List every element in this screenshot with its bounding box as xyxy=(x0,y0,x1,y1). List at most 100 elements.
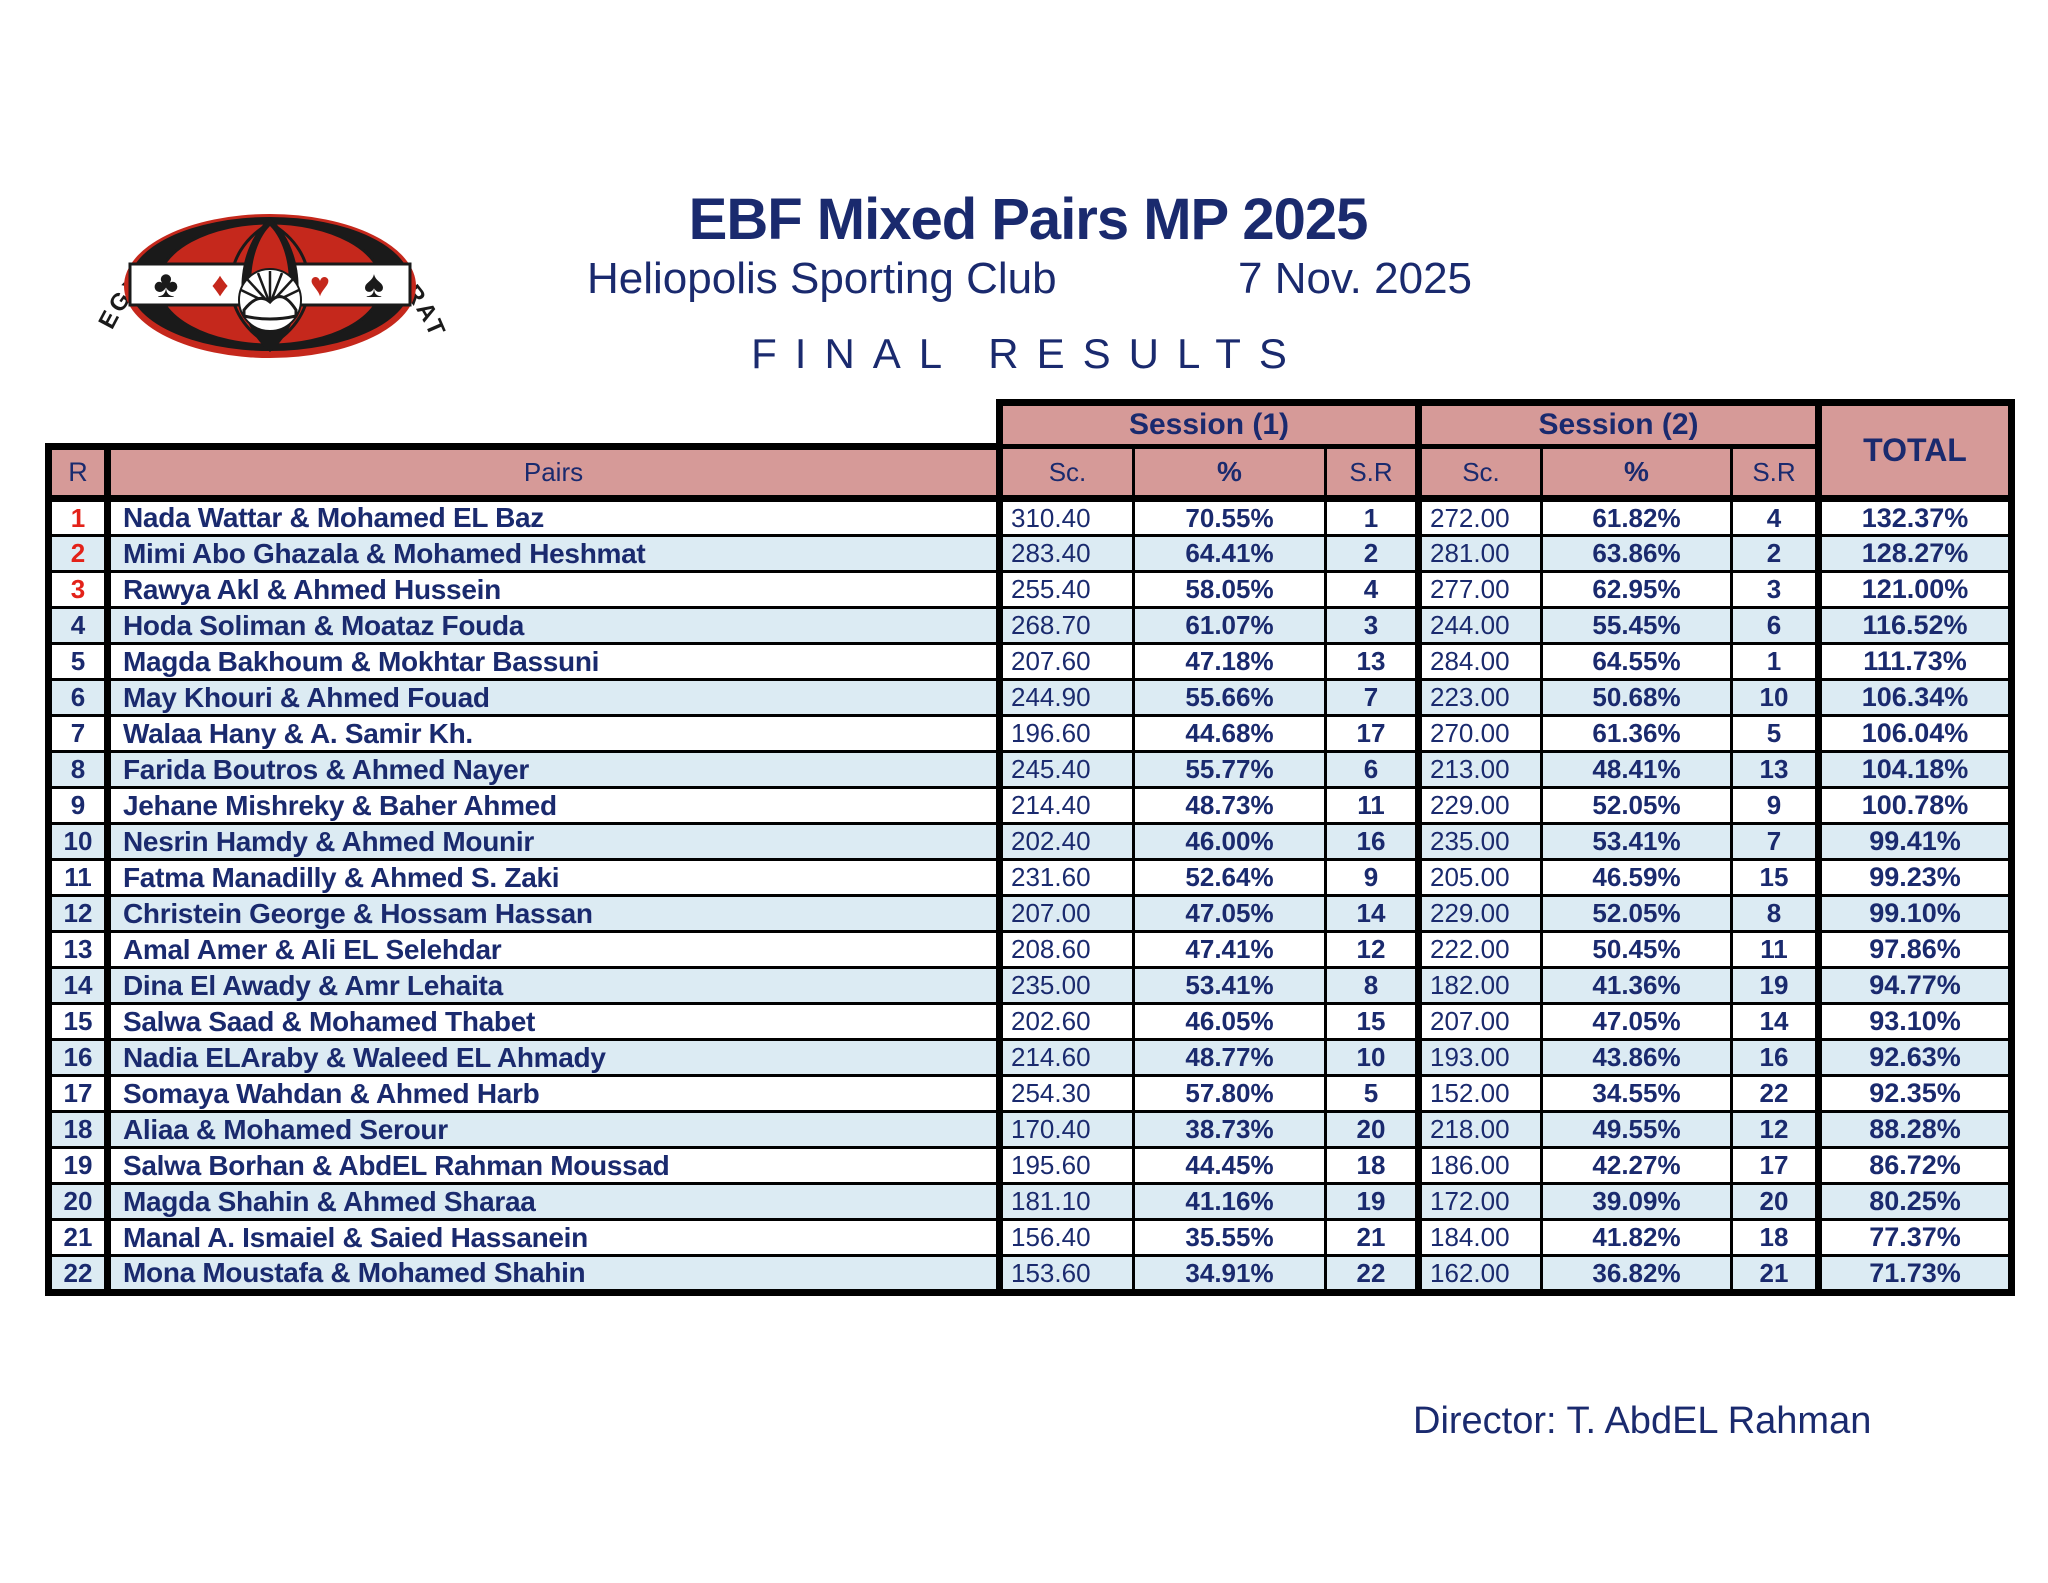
s2-score-cell: 284.00 xyxy=(1418,642,1543,680)
total-cell: 99.41% xyxy=(1818,822,2015,860)
table-row: 5 Magda Bakhoum & Mokhtar Bassuni 207.60… xyxy=(45,642,2015,680)
rank-cell: 17 xyxy=(45,1074,111,1112)
s1-score-cell: 231.60 xyxy=(999,858,1135,896)
s1-sessionrank-cell: 16 xyxy=(1325,822,1422,860)
s1-percent-cell: 47.41% xyxy=(1133,930,1327,968)
s1-sessionrank-cell: 6 xyxy=(1325,750,1422,788)
s2-sessionrank-cell: 10 xyxy=(1731,678,1822,716)
s2-score-cell: 270.00 xyxy=(1418,714,1543,752)
s1-sessionrank-cell: 8 xyxy=(1325,966,1422,1004)
s1-score-cell: 181.10 xyxy=(999,1182,1135,1220)
s2-sessionrank-cell: 18 xyxy=(1731,1218,1822,1256)
rank-cell: 3 xyxy=(45,570,111,608)
s2-score-cell: 172.00 xyxy=(1418,1182,1543,1220)
s1-sessionrank-cell: 10 xyxy=(1325,1038,1422,1076)
s2-sessionrank-cell: 22 xyxy=(1731,1074,1822,1112)
s1-sessionrank-cell: 19 xyxy=(1325,1182,1422,1220)
pair-cell: Nadia ELAraby & Waleed EL Ahmady xyxy=(107,1038,1003,1076)
s1-sessionrank-cell: 12 xyxy=(1325,930,1422,968)
table-row: 21 Manal A. Ismaiel & Saied Hassanein 15… xyxy=(45,1218,2015,1256)
pair-cell: Rawya Akl & Ahmed Hussein xyxy=(107,570,1003,608)
total-cell: 86.72% xyxy=(1818,1146,2015,1184)
pairs-header: Pairs xyxy=(107,443,1003,502)
total-cell: 100.78% xyxy=(1818,786,2015,824)
total-cell: 116.52% xyxy=(1818,606,2015,644)
rank-cell: 9 xyxy=(45,786,111,824)
total-cell: 93.10% xyxy=(1818,1002,2015,1040)
event-date: 7 Nov. 2025 xyxy=(1238,254,1473,303)
total-cell: 106.04% xyxy=(1818,714,2015,752)
s2-percent-cell: 50.45% xyxy=(1541,930,1733,968)
s1-percent-cell: 55.77% xyxy=(1133,750,1327,788)
table-row: 18 Aliaa & Mohamed Serour 170.40 38.73% … xyxy=(45,1110,2015,1148)
total-cell: 92.63% xyxy=(1818,1038,2015,1076)
total-cell: 71.73% xyxy=(1818,1254,2015,1296)
total-cell: 99.10% xyxy=(1818,894,2015,932)
s2-score-cell: 222.00 xyxy=(1418,930,1543,968)
s1-percent-cell: 46.00% xyxy=(1133,822,1327,860)
s2-score-cell: 229.00 xyxy=(1418,894,1543,932)
rank-cell: 15 xyxy=(45,1002,111,1040)
s1-sessionrank-cell: 21 xyxy=(1325,1218,1422,1256)
s1-score-cell: 244.90 xyxy=(999,678,1135,716)
total-cell: 88.28% xyxy=(1818,1110,2015,1148)
s1-percent-cell: 58.05% xyxy=(1133,570,1327,608)
s2-sessionrank-cell: 1 xyxy=(1731,642,1822,680)
rank-cell: 20 xyxy=(45,1182,111,1220)
s1-percent-cell: 46.05% xyxy=(1133,1002,1327,1040)
heart-suit-icon: ♥ xyxy=(310,266,330,304)
s1-score-cell: 207.60 xyxy=(999,642,1135,680)
s2-percent-cell: 34.55% xyxy=(1541,1074,1733,1112)
s2-score-cell: 205.00 xyxy=(1418,858,1543,896)
pair-cell: Nada Wattar & Mohamed EL Baz xyxy=(107,495,1003,536)
s1-score-cell: 310.40 xyxy=(999,495,1135,536)
s1-sessionrank-cell: 9 xyxy=(1325,858,1422,896)
s1-percent-cell: 57.80% xyxy=(1133,1074,1327,1112)
pair-cell: Salwa Saad & Mohamed Thabet xyxy=(107,1002,1003,1040)
table-row: 11 Fatma Manadilly & Ahmed S. Zaki 231.6… xyxy=(45,858,2015,896)
s1-percent-header: % xyxy=(1133,446,1327,502)
table-row: 3 Rawya Akl & Ahmed Hussein 255.40 58.05… xyxy=(45,570,2015,608)
s1-score-cell: 202.40 xyxy=(999,822,1135,860)
s2-score-cell: 229.00 xyxy=(1418,786,1543,824)
s2-sessionrank-cell: 4 xyxy=(1731,495,1822,536)
s2-sessionrank-cell: 21 xyxy=(1731,1254,1822,1296)
pair-cell: Salwa Borhan & AbdEL Rahman Moussad xyxy=(107,1146,1003,1184)
s2-sessionrank-cell: 14 xyxy=(1731,1002,1822,1040)
s1-sessionrank-cell: 17 xyxy=(1325,714,1422,752)
pair-cell: Mimi Abo Ghazala & Mohamed Heshmat xyxy=(107,534,1003,572)
s2-sessionrank-cell: 11 xyxy=(1731,930,1822,968)
total-cell: 132.37% xyxy=(1818,495,2015,536)
s1-percent-cell: 55.66% xyxy=(1133,678,1327,716)
s2-score-cell: 244.00 xyxy=(1418,606,1543,644)
total-cell: 97.86% xyxy=(1818,930,2015,968)
logo-sunburst xyxy=(238,268,302,332)
rank-cell: 10 xyxy=(45,822,111,860)
total-cell: 121.00% xyxy=(1818,570,2015,608)
session1-header: Session (1) xyxy=(996,399,1422,449)
s1-score-cell: 268.70 xyxy=(999,606,1135,644)
s2-sessionrank-cell: 8 xyxy=(1731,894,1822,932)
s1-sessionrank-cell: 20 xyxy=(1325,1110,1422,1148)
results-table: Session (1) Session (2) TOTAL R Pairs Sc… xyxy=(45,399,2015,1296)
s1-percent-cell: 61.07% xyxy=(1133,606,1327,644)
s2-sessionrank-cell: 19 xyxy=(1731,966,1822,1004)
s1-score-cell: 255.40 xyxy=(999,570,1135,608)
table-row: 9 Jehane Mishreky & Baher Ahmed 214.40 4… xyxy=(45,786,2015,824)
s2-percent-cell: 39.09% xyxy=(1541,1182,1733,1220)
s2-sessionrank-cell: 5 xyxy=(1731,714,1822,752)
s2-score-cell: 207.00 xyxy=(1418,1002,1543,1040)
s1-score-cell: 196.60 xyxy=(999,714,1135,752)
s2-score-header: Sc. xyxy=(1418,446,1543,502)
table-row: 6 May Khouri & Ahmed Fouad 244.90 55.66%… xyxy=(45,678,2015,716)
header-spacer xyxy=(48,402,1000,447)
s1-percent-cell: 70.55% xyxy=(1133,495,1327,536)
rank-cell: 22 xyxy=(45,1254,111,1296)
s2-percent-cell: 49.55% xyxy=(1541,1110,1733,1148)
s2-score-cell: 193.00 xyxy=(1418,1038,1543,1076)
s2-score-cell: 277.00 xyxy=(1418,570,1543,608)
table-row: 16 Nadia ELAraby & Waleed EL Ahmady 214.… xyxy=(45,1038,2015,1076)
s2-score-cell: 213.00 xyxy=(1418,750,1543,788)
s1-percent-cell: 44.68% xyxy=(1133,714,1327,752)
s1-percent-cell: 53.41% xyxy=(1133,966,1327,1004)
